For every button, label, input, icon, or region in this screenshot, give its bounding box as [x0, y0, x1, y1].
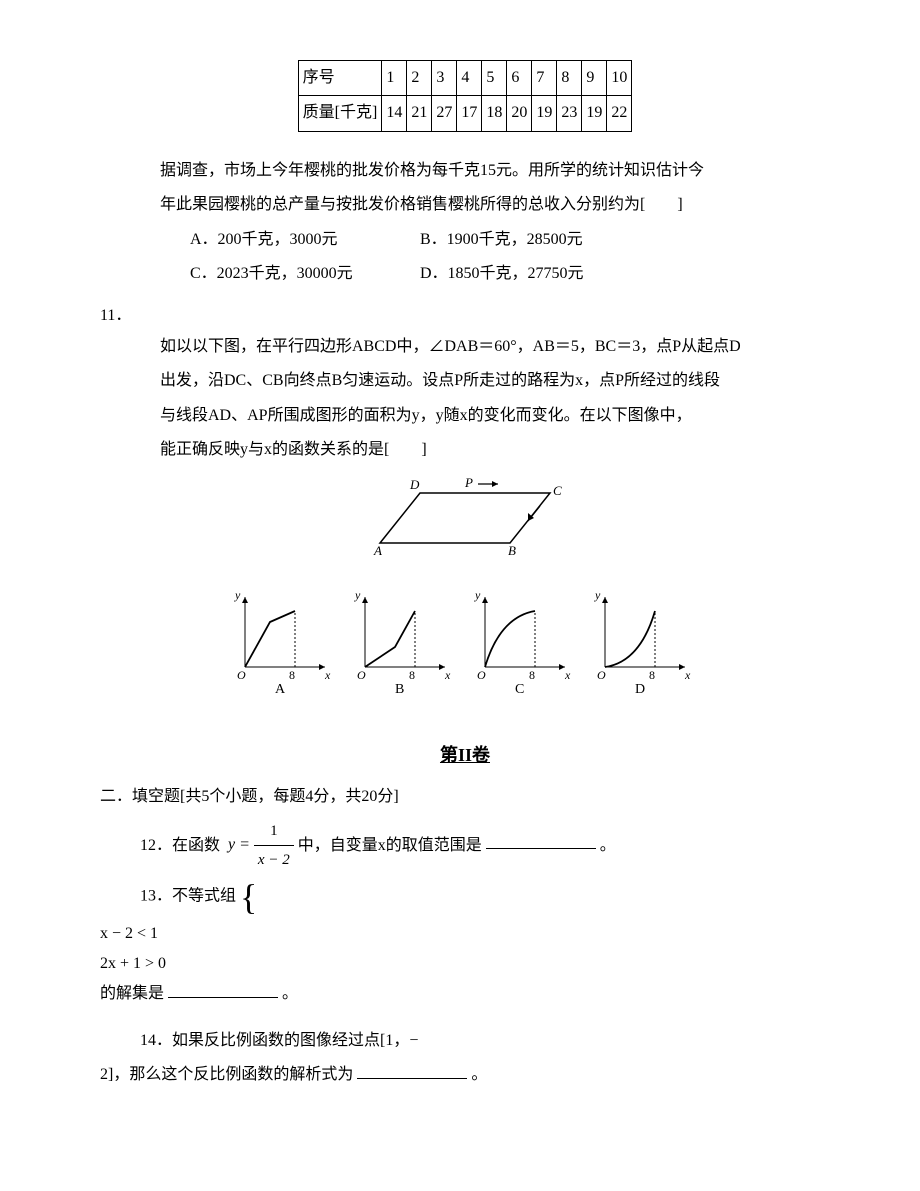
section-heading: 二．填空题[共5个小题，每题4分，共20分]	[100, 782, 830, 812]
svg-text:C: C	[553, 483, 562, 498]
q13: 13．不等式组 {	[140, 879, 830, 915]
svg-text:D: D	[635, 682, 645, 697]
q10-text-line1: 据调查，市场上今年樱桃的批发价格为每千克15元。用所学的统计知识估计今	[160, 156, 830, 186]
svg-text:y: y	[594, 588, 601, 602]
svg-text:8: 8	[289, 668, 295, 682]
svg-text:O: O	[477, 668, 486, 682]
svg-text:A: A	[275, 682, 286, 697]
svg-text:O: O	[237, 668, 246, 682]
svg-text:8: 8	[409, 668, 415, 682]
section-title: 第II卷	[100, 738, 830, 772]
graph-options: y x O 8 A y x O 8 B	[100, 587, 830, 708]
q10-choices: A．200千克，3000元 B．1900千克，28500元 C．2023千克，3…	[190, 225, 830, 290]
svg-text:O: O	[357, 668, 366, 682]
svg-text:A: A	[373, 543, 382, 558]
q14-line1: 14．如果反比例函数的图像经过点[1，−	[140, 1026, 830, 1056]
q14-line2: 2]，那么这个反比例函数的解析式为 。	[100, 1060, 830, 1090]
svg-text:y: y	[474, 588, 481, 602]
choice-a: A．200千克，3000元	[190, 225, 420, 255]
q12: 12．在函数 y = 1 x − 2 中，自变量x的取值范围是 。	[140, 817, 830, 875]
svg-text:O: O	[597, 668, 606, 682]
table-row: 序号 1 2 3 4 5 6 7 8 9 10	[298, 61, 632, 96]
fill-blank	[168, 981, 278, 998]
q12-yeq: y =	[228, 830, 250, 860]
svg-text:C: C	[515, 682, 524, 697]
svg-text:B: B	[395, 682, 404, 697]
q11-line4: 能正确反映y与x的函数关系的是[ ]	[160, 435, 830, 465]
row-label: 质量[千克]	[298, 96, 382, 131]
choice-c: C．2023千克，30000元	[190, 259, 420, 289]
svg-text:8: 8	[649, 668, 655, 682]
brace-icon: {	[240, 879, 257, 915]
svg-text:P: P	[464, 475, 473, 490]
svg-text:x: x	[564, 668, 571, 682]
table-row: 质量[千克] 14 21 27 17 18 20 19 23 19 22	[298, 96, 632, 131]
q12-pre: 12．在函数	[140, 836, 220, 853]
fill-blank	[486, 832, 596, 849]
svg-text:x: x	[324, 668, 331, 682]
q11-line2: 出发，沿DC、CB向终点B匀速运动。设点P所走过的路程为x，点P所经过的线段	[160, 366, 830, 396]
q11-line1: 如以以下图，在平行四边形ABCD中，∠DAB＝60°，AB＝5，BC＝3，点P从…	[160, 332, 830, 362]
svg-text:D: D	[409, 477, 420, 492]
choice-b: B．1900千克，28500元	[420, 225, 650, 255]
q11-line3: 与线段AD、AP所围成图形的面积为y，y随x的变化而变化。在以下图像中，	[160, 401, 830, 431]
svg-text:B: B	[508, 543, 516, 558]
fraction: 1 x − 2	[254, 817, 294, 875]
q12-post: 中，自变量x的取值范围是	[298, 836, 482, 853]
svg-text:8: 8	[529, 668, 535, 682]
q11-number: 11．	[100, 301, 830, 331]
fill-blank	[357, 1062, 467, 1079]
svg-text:y: y	[354, 588, 361, 602]
q13-pre: 13．不等式组	[140, 887, 236, 904]
data-table: 序号 1 2 3 4 5 6 7 8 9 10 质量[千克] 14 21 27 …	[298, 60, 633, 132]
parallelogram-figure: A B C D P	[100, 473, 830, 574]
choice-d: D．1850千克，27750元	[420, 259, 650, 289]
svg-text:x: x	[444, 668, 451, 682]
q13-post: 的解集是	[100, 985, 164, 1002]
q10-text-line2: 年此果园樱桃的总产量与按批发价格销售樱桃所得的总收入分别约为[ ]	[160, 190, 830, 220]
svg-text:y: y	[234, 588, 241, 602]
row-label: 序号	[298, 61, 382, 96]
svg-text:x: x	[684, 668, 691, 682]
